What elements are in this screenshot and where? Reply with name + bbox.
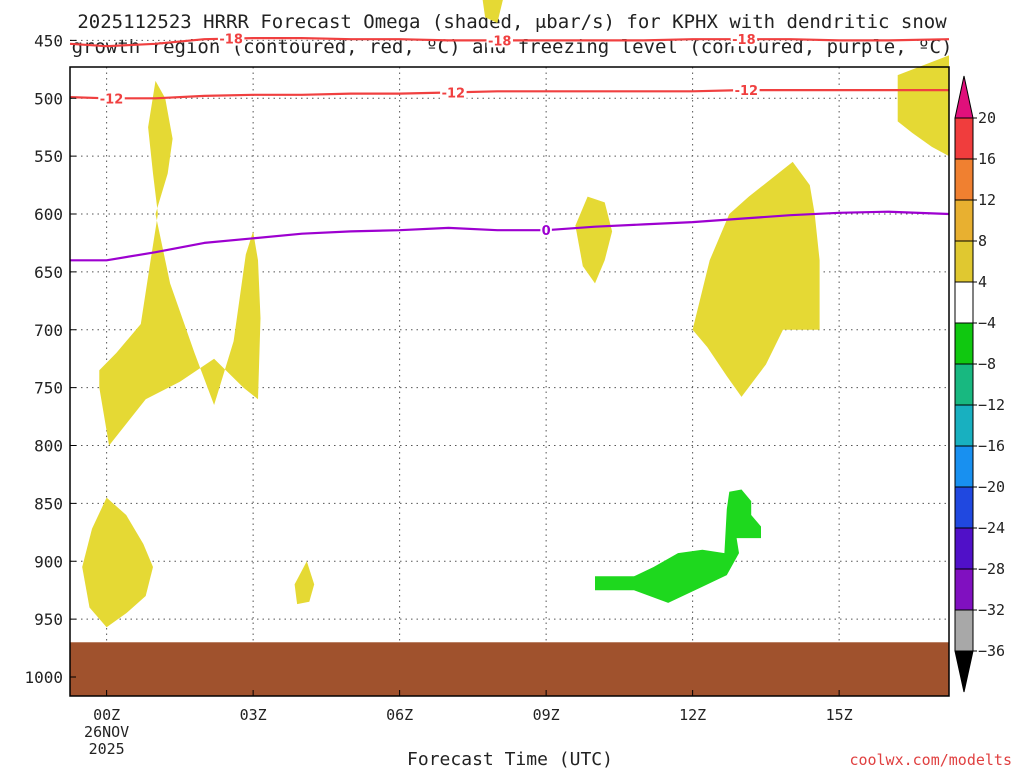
contour-label-dendritic-12-2: -12 — [442, 86, 466, 101]
x-tick-label-15Z: 15Z — [826, 706, 853, 724]
colorbar-tick-label-5: 4 — [978, 273, 987, 291]
y-tick-label-700: 700 — [34, 321, 63, 340]
colorbar-tick-label-9: −16 — [978, 437, 1005, 455]
colorbar-bin-12 — [954, 568, 974, 611]
contour-label-dendritic-12-1: -12 — [100, 92, 124, 107]
contour-label-bg-dendritic-12-1 — [98, 91, 125, 106]
omega-shaded-regions — [82, 0, 949, 628]
omega-region-positive-2 — [897, 55, 949, 157]
y-tick-label-850: 850 — [34, 494, 63, 513]
colorbar-bin-9 — [954, 445, 974, 488]
contour-line-dendritic-12 — [69, 89, 949, 100]
colorbar-tick-label-1: 20 — [978, 109, 996, 127]
x-tick-label-09Z: 09Z — [533, 706, 560, 724]
y-tick-label-750: 750 — [34, 379, 63, 398]
contour-label-dendritic-18-1: -18 — [219, 33, 243, 48]
omega-region-negative-8 — [595, 489, 761, 603]
contour-line-freezing-level — [70, 210, 950, 262]
omega-colorbar: 20 16 12 8 4 −4 −8 −12 −16 −20 −24 −28 −32 −36 — [954, 75, 1005, 693]
x-tick-year: 2025 — [89, 740, 125, 758]
colorbar-bottom-arrow — [954, 650, 974, 693]
omega-region-positive-6 — [575, 196, 613, 284]
y-axis-pressure-ticks: 2503003504004505005506006507007508008509… — [24, 31, 76, 687]
x-tick-label-06Z: 06Z — [386, 706, 413, 724]
omega-region-positive-1 — [482, 0, 503, 23]
colorbar-tick-label-13: −32 — [978, 601, 1005, 619]
colorbar-tick-label-6: −4 — [978, 314, 996, 332]
omega-region-positive-7 — [692, 161, 820, 397]
contour-label-bg-dendritic-12-2 — [440, 85, 467, 100]
colorbar-tick-label-3: 12 — [978, 191, 996, 209]
y-tick-label-500: 500 — [34, 89, 63, 108]
colorbar-bin-3 — [954, 199, 974, 242]
colorbar-bin-10 — [954, 486, 974, 529]
credit-text: coolwx.com/modelts — [849, 751, 1012, 768]
colorbar-tick-label-11: −24 — [978, 519, 1005, 537]
contour-label-bg-freezing-level-1 — [540, 223, 552, 238]
colorbar-tick-label-10: −20 — [978, 478, 1005, 496]
x-tick-label-00Z: 00Z — [93, 706, 120, 724]
colorbar-tick-label-4: 8 — [978, 232, 987, 250]
y-tick-label-650: 650 — [34, 263, 63, 282]
y-tick-label-600: 600 — [34, 205, 63, 224]
colorbar-bin-1 — [954, 117, 974, 160]
x-tick-label-03Z: 03Z — [240, 706, 267, 724]
colorbar-bin-2 — [954, 158, 974, 201]
y-tick-label-800: 800 — [34, 437, 63, 456]
colorbar-tick-label-7: −8 — [978, 355, 996, 373]
y-tick-label-900: 900 — [34, 552, 63, 571]
plot-frame — [69, 66, 950, 697]
colorbar-bin-8 — [954, 404, 974, 447]
colorbar-bin-7 — [954, 363, 974, 406]
y-tick-label-1000: 1000 — [24, 668, 63, 687]
colorbar-bin-5 — [954, 281, 974, 324]
contour-label-bg-dendritic-18-1 — [217, 31, 245, 46]
contour-label-bg-dendritic-12-3 — [733, 83, 760, 98]
plot-background — [70, 67, 949, 696]
omega-region-positive-5 — [294, 561, 315, 605]
contour-label-dendritic-12-3: -12 — [735, 84, 759, 99]
omega-region-positive-4 — [82, 497, 153, 628]
contour-label-dendritic-18-3: -18 — [732, 33, 756, 48]
y-tick-label-550: 550 — [34, 147, 63, 166]
x-tick-date: 26NOV — [84, 723, 129, 741]
colorbar-bin-4 — [954, 240, 974, 283]
colorbar-bin-11 — [954, 527, 974, 570]
contour-label-freezing-level-1: 0 — [542, 224, 551, 239]
contour-label-dendritic-18-2: -18 — [488, 34, 512, 49]
colorbar-top-arrow — [954, 75, 974, 119]
colorbar-tick-label-8: −12 — [978, 396, 1005, 414]
y-tick-label-450: 450 — [34, 31, 63, 50]
ground-layer — [70, 642, 949, 696]
colorbar-tick-label-12: −28 — [978, 560, 1005, 578]
x-axis-label: Forecast Time (UTC) — [407, 749, 613, 768]
colorbar-tick-label-14: −36 — [978, 642, 1005, 660]
colorbar-bin-13 — [954, 609, 974, 652]
colorbar-tick-label-2: 16 — [978, 150, 996, 168]
ground-surface — [70, 642, 949, 696]
temperature-contours: -18 -18 -18 -12 -12 -12 0 — [69, 31, 950, 262]
omega-region-positive-3 — [99, 80, 261, 446]
contour-label-bg-dendritic-18-2 — [486, 33, 513, 48]
x-tick-label-12Z: 12Z — [679, 706, 706, 724]
contour-label-bg-dendritic-18-3 — [730, 32, 758, 47]
colorbar-bin-6 — [954, 322, 974, 365]
y-tick-label-950: 950 — [34, 610, 63, 629]
chart-title-line-1: 2025112523 HRRR Forecast Omega (shaded, … — [77, 11, 947, 33]
